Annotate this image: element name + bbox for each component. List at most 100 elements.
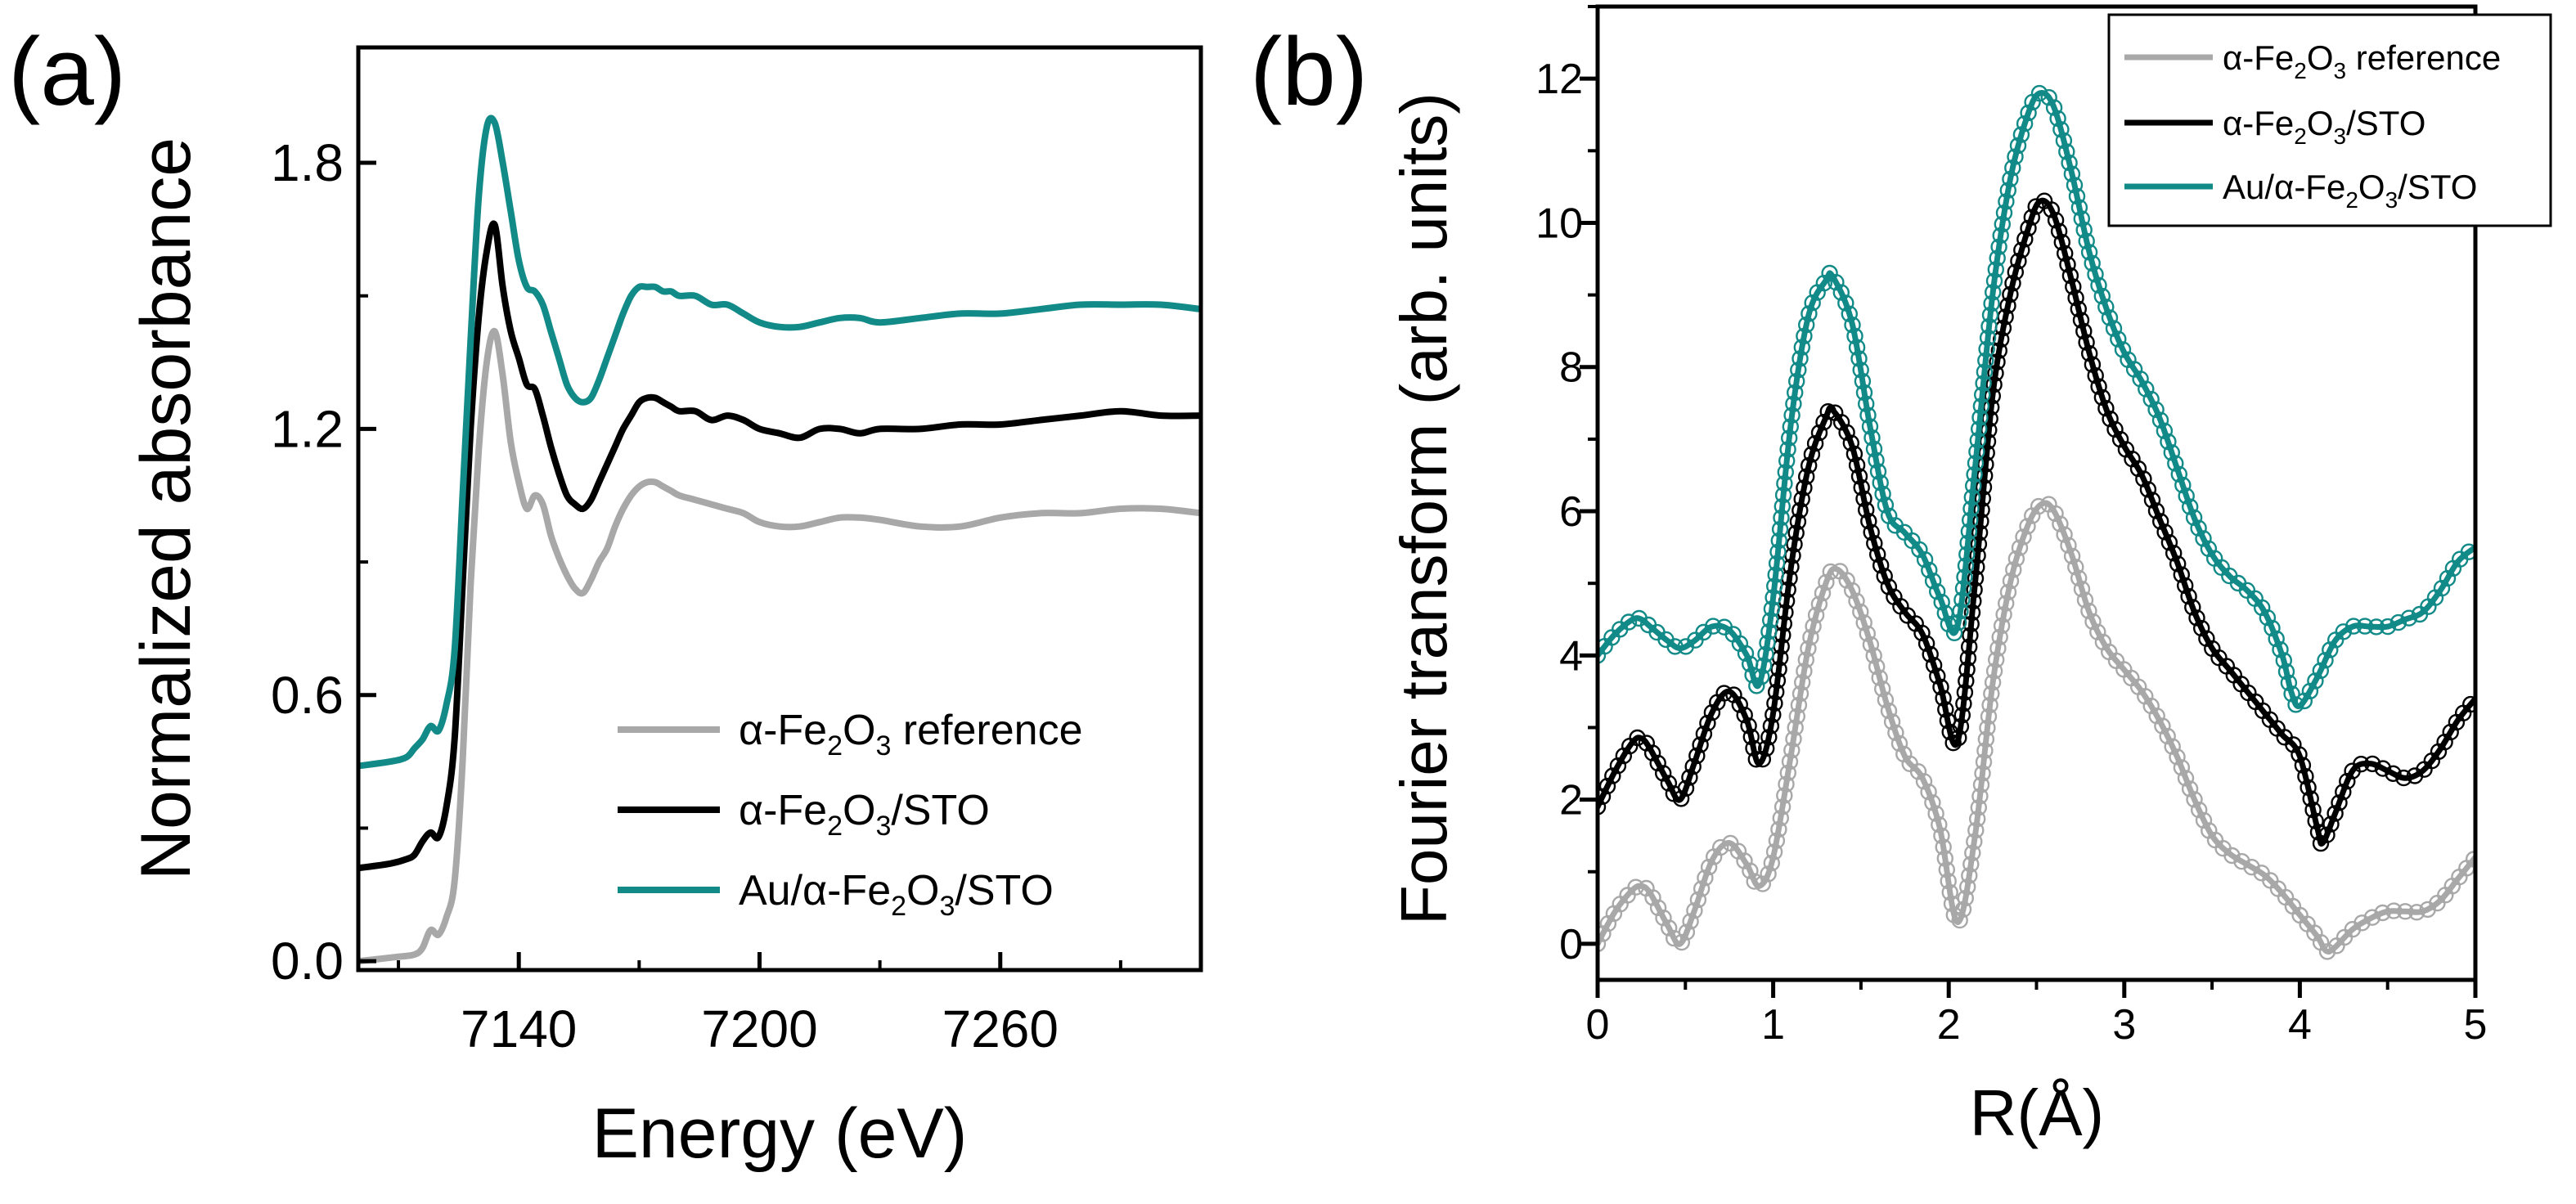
- panel-b-fit-marker-sto: [1681, 769, 1698, 786]
- panel-b-fit-marker-au: [2167, 455, 2184, 472]
- panel-b-fit-marker-reference: [1700, 858, 1718, 876]
- panel-b-fit-marker-au: [1962, 500, 1980, 518]
- panel-b-fit-marker-au: [2277, 663, 2295, 681]
- panel-b-fit-marker-au: [1765, 589, 1782, 606]
- panel-b-fit-marker-sto: [1654, 765, 1672, 782]
- panel-b-x-tick-label: 0: [1586, 1001, 1610, 1049]
- panel-b-plot-area: [1598, 84, 2475, 960]
- panel-b-fit-marker-sto: [1958, 661, 1976, 678]
- panel-b-fit-marker-sto: [1762, 717, 1780, 735]
- panel-a-legend-entry-reference: α-Fe2O3 reference: [739, 707, 1083, 761]
- panel-b-fit-marker-sto: [1944, 735, 1962, 752]
- panel-b-fit-marker-reference: [2070, 569, 2088, 586]
- panel-b-fit-marker-reference: [1770, 820, 1787, 838]
- panel-b-fit-marker-reference: [2047, 505, 2064, 523]
- panel-b-fit-marker-sto: [2050, 222, 2068, 240]
- panel-b-fit-marker-sto: [1810, 424, 1828, 442]
- panel-b-fit-marker-au: [2030, 84, 2048, 102]
- panel-a-y-tick-label: 1.8: [271, 133, 344, 192]
- panel-b-fit-marker-au: [1704, 618, 1722, 635]
- panel-b-fit-marker-au: [2142, 390, 2160, 408]
- panel-b-fit-marker-sto: [1745, 739, 1762, 757]
- panel-b-fit-marker-reference: [1979, 719, 1996, 737]
- panel-a-x-axis-title: Energy (eV): [592, 1094, 968, 1173]
- panel-b-fit-marker-sto: [2436, 734, 2453, 751]
- panel-b-fit-marker-au: [1970, 420, 1988, 438]
- panel-b-fit-marker-au: [2087, 266, 2104, 283]
- panel-b-fit-marker-au: [1786, 384, 1804, 402]
- panel-b-fit-marker-au: [1852, 362, 1869, 379]
- panel-b-fit-marker-sto: [1857, 501, 1875, 519]
- panel-b-fit-marker-sto: [1604, 767, 1621, 784]
- panel-b-fit-marker-reference: [1970, 799, 1988, 816]
- panel-b-fit-marker-sto: [1742, 728, 1760, 746]
- panel-b-fit-marker-reference: [1871, 669, 1888, 686]
- panel-b-fit-marker-reference: [1792, 685, 1809, 703]
- panel-b-fit-marker-reference: [1972, 776, 1990, 793]
- panel-b-fit-marker-sto: [1971, 524, 1989, 541]
- panel-b-fit-marker-reference: [2177, 770, 2195, 787]
- panel-a: (a) 7140 7200 7260 0.0 0.6 1.2 1.8 Energy (eV)…: [8, 18, 1203, 1173]
- panel-b-fit-marker-reference: [1865, 647, 1882, 664]
- panel-b-fit-marker-au: [2163, 444, 2181, 461]
- panel-b-fit-marker-au: [1770, 532, 1788, 550]
- panel-b-fit-marker-sto: [1985, 376, 2003, 393]
- panel-b-fit-marker-sto: [2160, 534, 2178, 551]
- panel-b-fit-marker-au: [1868, 452, 1885, 469]
- panel-b-fit-marker-reference: [1971, 788, 1989, 805]
- panel-b-fit-marker-sto: [1793, 491, 1810, 508]
- panel-b-fit-marker-au: [1964, 477, 1982, 495]
- panel-b-fit-marker-reference: [1765, 843, 1783, 860]
- panel-b-fit-marker-sto: [1917, 635, 1935, 652]
- panel-a-y-tick-label: 0.6: [271, 666, 344, 725]
- panel-b-fit-marker-reference: [1763, 854, 1781, 872]
- panel-b-fit-marker-au: [2151, 411, 2169, 429]
- panel-a-series-group: [358, 115, 1201, 965]
- panel-b-fit-marker-sto: [1695, 726, 1713, 743]
- panel-b-fit-marker-sto: [1796, 479, 1813, 496]
- panel-b-fit-marker-sto: [1770, 661, 1787, 678]
- panel-b-fit-marker-reference: [1797, 651, 1815, 668]
- panel-a-series-line-sto: [358, 220, 1201, 872]
- panel-b-fit-marker-reference: [1933, 827, 1950, 844]
- panel-b-fit-marker-au: [1815, 275, 1833, 292]
- panel-b-fit-marker-reference: [1920, 784, 1937, 801]
- panel-b-fit-marker-sto: [1660, 775, 1678, 792]
- panel-b-fit-marker-reference: [1995, 606, 2012, 623]
- panel-b-fit-marker-reference: [1938, 861, 1956, 878]
- panel-b-fit-marker-sto: [2291, 746, 2308, 763]
- panel-b-fit-marker-reference: [1915, 773, 1933, 790]
- panel-b-fit-marker-au: [2097, 299, 2115, 316]
- panel-b-fit-marker-reference: [1877, 691, 1895, 708]
- panel-b-fit-marker-au: [2460, 543, 2475, 560]
- panel-b-fit-marker-sto: [2061, 267, 2079, 285]
- panel-b-fit-marker-au: [2307, 672, 2324, 690]
- panel-b-fit-marker-au: [2275, 652, 2293, 669]
- panel-b-x-axis-title: R(Å): [1970, 1076, 2104, 1149]
- panel-b-fit-marker-sto: [2395, 769, 2412, 787]
- panel-b-fit-marker-au: [1872, 474, 1889, 492]
- panel-b-fit-marker-sto: [1967, 569, 1985, 587]
- panel-b-fit-marker-sto: [2020, 219, 2037, 237]
- panel-a-y-tick-label: 0.0: [271, 932, 344, 991]
- panel-b-fit-marker-sto: [1953, 707, 1971, 724]
- panel-b-fit-marker-reference: [1660, 919, 1678, 937]
- panel-b-fit-marker-au: [2160, 433, 2177, 451]
- panel-b-fit-marker-au: [1827, 274, 1845, 291]
- panel-b-fit-marker-au: [2356, 618, 2374, 635]
- panel-b-fit-marker-reference: [1852, 603, 1869, 621]
- panel-b-fit-marker-au: [2280, 674, 2298, 691]
- panel-b-fit-marker-au: [1933, 594, 1950, 611]
- panel-b-fit-marker-reference: [1778, 775, 1795, 793]
- panel-b-fit-marker-sto: [2374, 760, 2392, 777]
- panel-b-fit-marker-reference: [1746, 873, 1763, 890]
- panel-b-fit-marker-reference: [1859, 625, 1877, 642]
- panel-b-fit-marker-sto: [1956, 684, 1974, 701]
- panel-b-fit-marker-sto: [1800, 456, 1818, 474]
- panel-b-fit-marker-au: [1797, 316, 1815, 334]
- panel-b-fit-marker-reference: [1802, 629, 1819, 646]
- panel-b-fit-marker-sto: [2016, 231, 2034, 248]
- panel-b-fit-marker-reference: [1961, 867, 1978, 884]
- panel-b-fit-marker-reference: [1931, 816, 1948, 833]
